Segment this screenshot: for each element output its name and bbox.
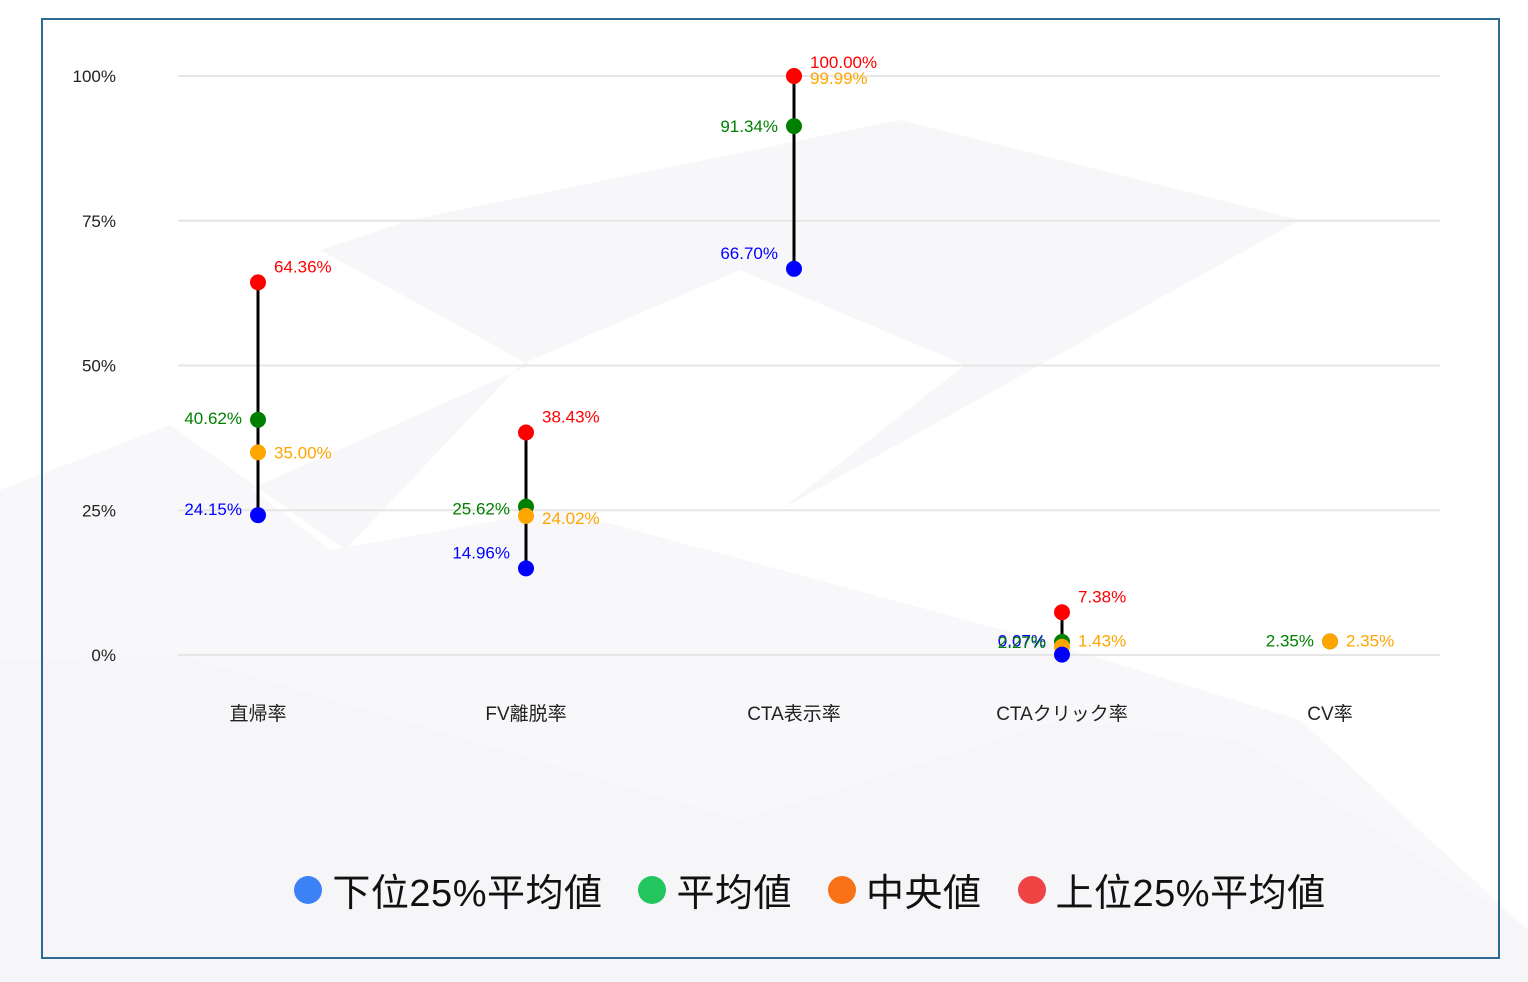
data-point[interactable] <box>786 118 802 135</box>
category-group: 0.07%2.27% 1.43% 7.38% <box>998 587 1126 663</box>
legend-item-top25[interactable]: 上位25%平均値 <box>1017 862 1326 917</box>
y-axis: 0% 25% 50% 75% 100% <box>73 67 116 665</box>
category-group: 2.35% 2.35% <box>1266 631 1394 650</box>
x-category-label: FV離脱率 <box>485 703 566 725</box>
data-point[interactable] <box>786 260 802 277</box>
data-point[interactable] <box>518 507 534 524</box>
data-point[interactable] <box>1054 646 1070 663</box>
legend-marker-icon <box>294 875 323 904</box>
legend-item-low25[interactable]: 下位25%平均値 <box>294 862 602 917</box>
legend-label: 下位25%平均値 <box>332 873 603 915</box>
legend-marker-icon <box>1017 875 1046 904</box>
legend-item-average[interactable]: 平均値 <box>638 862 792 917</box>
legend-marker-icon <box>828 875 856 904</box>
plot-area: 24.15% 40.62% 35.00% 64.36% 14.96% 25.62% 24.0… <box>184 53 1394 663</box>
data-point[interactable] <box>1322 633 1338 650</box>
value-label: 1.43% <box>1078 632 1126 651</box>
y-tick-label: 75% <box>82 212 116 231</box>
category-group: 14.96% 25.62% 24.02% 38.43% <box>452 407 600 577</box>
value-label: 2.35% <box>1266 631 1314 650</box>
gridlines <box>178 75 1440 656</box>
value-label: 35.00% <box>274 443 332 462</box>
data-point[interactable] <box>250 444 266 461</box>
value-label: 0.07% <box>998 632 1046 651</box>
value-label: 66.70% <box>720 244 778 263</box>
value-label: 40.62% <box>184 409 242 428</box>
value-label: 99.99% <box>810 69 868 88</box>
x-axis: 直帰率 FV離脱率 CTA表示率 CTAクリック率 CV率 <box>229 703 1352 725</box>
data-point[interactable] <box>786 68 802 84</box>
value-label: 24.15% <box>184 500 242 519</box>
y-tick-label: 0% <box>91 646 116 665</box>
value-label: 2.35% <box>1346 631 1394 650</box>
value-label: 14.96% <box>452 543 510 562</box>
value-label: 24.02% <box>542 509 600 528</box>
legend-item-median[interactable]: 中央値 <box>828 862 982 917</box>
legend-label: 平均値 <box>676 873 792 915</box>
x-category-label: 直帰率 <box>229 703 286 725</box>
category-group: 66.70% 91.34% 99.99%100.00% <box>720 53 877 277</box>
data-point[interactable] <box>250 274 266 291</box>
data-point[interactable] <box>250 411 266 428</box>
value-label: 91.34% <box>720 117 778 136</box>
y-tick-label: 25% <box>82 501 116 520</box>
data-point[interactable] <box>250 507 266 524</box>
x-category-label: CTA表示率 <box>747 703 841 725</box>
legend: 下位25%平均値 平均値 中央値 上位25%平均値 <box>0 862 1528 917</box>
data-point[interactable] <box>1054 604 1070 621</box>
data-point[interactable] <box>518 560 534 577</box>
value-label: 38.43% <box>542 407 600 426</box>
data-point[interactable] <box>518 424 534 441</box>
y-tick-label: 50% <box>82 357 116 376</box>
value-label: 64.36% <box>274 257 332 276</box>
legend-label: 上位25%平均値 <box>1055 873 1326 915</box>
x-category-label: CTAクリック率 <box>996 703 1128 725</box>
legend-label: 中央値 <box>866 873 982 915</box>
value-label: 100.00% <box>810 53 877 72</box>
value-label: 7.38% <box>1078 587 1126 606</box>
value-label: 2.27% <box>998 633 1046 652</box>
x-category-label: CV率 <box>1307 703 1352 725</box>
value-label: 25.62% <box>452 500 510 519</box>
y-tick-label: 100% <box>73 67 116 86</box>
chart-frame <box>41 18 1500 959</box>
category-group: 24.15% 40.62% 35.00% 64.36% <box>184 257 332 524</box>
legend-marker-icon <box>638 875 667 904</box>
